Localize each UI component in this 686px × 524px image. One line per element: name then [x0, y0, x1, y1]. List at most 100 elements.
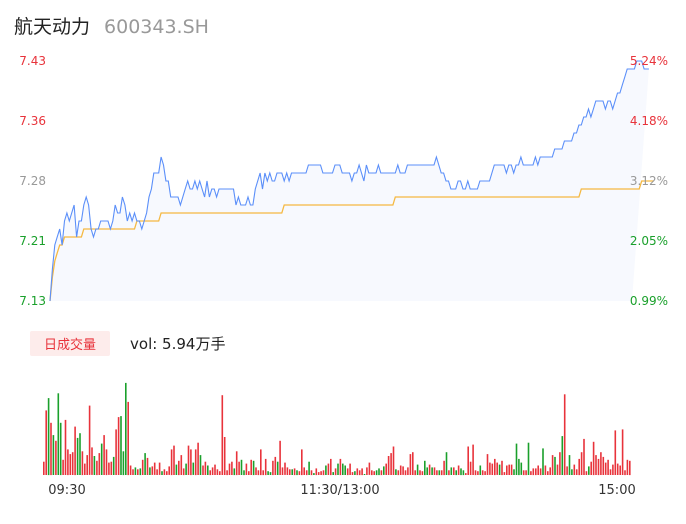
volume-bar	[161, 471, 163, 475]
y-left-tick-label: 7.28	[19, 174, 46, 188]
volume-bar	[392, 446, 395, 475]
volume-bar	[395, 469, 397, 475]
volume-bar	[525, 470, 527, 476]
volume-bar	[616, 463, 619, 475]
volume-bar	[245, 463, 248, 475]
volume-bar	[624, 470, 626, 476]
volume-bar	[291, 469, 293, 475]
volume-bar	[346, 468, 349, 476]
volume-bar	[612, 464, 614, 475]
volume-bar	[255, 467, 257, 475]
x-tick-label: 11:30/13:00	[300, 483, 379, 498]
volume-bar	[407, 467, 409, 475]
chart-header: 航天动力 600343.SH	[14, 12, 209, 40]
y-right-tick-label: 5.24%	[630, 54, 668, 68]
volume-bar	[481, 470, 484, 476]
volume-bar	[260, 449, 262, 476]
tab-daily-volume[interactable]: 日成交量	[30, 330, 111, 356]
volume-bar	[368, 462, 371, 475]
volume-bar	[619, 465, 621, 475]
volume-bar	[252, 460, 255, 476]
volume-summary: vol: 5.94万手	[130, 334, 226, 353]
volume-bar	[219, 471, 221, 475]
volume-bar	[539, 468, 542, 476]
volume-bar	[414, 470, 416, 476]
volume-bar	[207, 465, 209, 475]
volume-bar	[542, 448, 544, 475]
volume-bar	[320, 471, 322, 475]
volume-bar	[132, 469, 134, 475]
volume-bar	[604, 462, 607, 475]
y-right-tick-label: 3.12%	[630, 174, 668, 188]
volume-bar	[156, 469, 158, 475]
volume-bar	[233, 468, 236, 476]
volume-bar	[204, 461, 207, 475]
volume-bar	[629, 460, 631, 476]
volume-bar	[286, 467, 289, 475]
volume-bar	[568, 455, 571, 475]
volume-bar	[455, 470, 457, 476]
volume-bar	[313, 473, 315, 475]
volume-bar	[308, 461, 310, 475]
volume-bar	[88, 405, 91, 475]
volume-bar	[354, 471, 356, 475]
volume-bar	[84, 463, 86, 475]
volume-bar	[108, 462, 110, 475]
volume-bar	[530, 471, 532, 475]
volume-bar	[460, 468, 462, 476]
volume-bar	[607, 459, 609, 475]
volume-bar	[100, 443, 103, 475]
volume-bar	[556, 464, 559, 475]
volume-bar	[559, 452, 561, 475]
volume-bar	[43, 461, 45, 475]
volume-bar	[296, 470, 298, 476]
volume-bar	[513, 469, 515, 475]
volume-bar	[197, 442, 199, 475]
volume-bar	[412, 452, 414, 475]
volume-bar	[440, 470, 443, 476]
volume-bar	[168, 466, 170, 475]
volume-bar	[351, 472, 354, 475]
volume-bar	[238, 461, 240, 475]
volume-bar	[86, 455, 88, 475]
volume-bar	[380, 470, 383, 476]
volume-bar	[549, 467, 551, 475]
volume-bar	[226, 470, 228, 476]
volume-bar	[267, 471, 269, 475]
volume-bar	[450, 467, 453, 475]
volume-bar	[494, 458, 496, 476]
y-right-tick-label: 2.05%	[630, 234, 668, 248]
y-left-tick-label: 7.21	[19, 234, 46, 248]
volume-bar	[134, 467, 137, 475]
volume-bar	[578, 458, 580, 476]
volume-bar	[337, 463, 339, 475]
volume-bar	[366, 467, 368, 475]
volume-bar	[344, 465, 346, 475]
volume-bar	[185, 463, 187, 475]
volume-bar	[590, 461, 592, 475]
y-right-tick-label: 0.99%	[630, 294, 668, 308]
volume-bar	[192, 462, 195, 475]
volume-bar	[293, 468, 296, 476]
volume-bar	[170, 449, 173, 476]
volume-bar	[527, 442, 530, 475]
volume-bar	[515, 443, 518, 475]
volume-bar	[520, 462, 523, 475]
volume-bar	[110, 461, 113, 475]
volume-bar	[433, 467, 436, 475]
volume-bar	[57, 393, 60, 475]
volume-bar	[151, 466, 154, 475]
volume-bar	[199, 455, 202, 475]
volume-bar	[93, 456, 96, 475]
volume-bar	[334, 468, 337, 476]
volume-bar	[330, 458, 332, 476]
volume-bar	[479, 465, 482, 475]
volume-bar	[139, 468, 142, 476]
volume-bar	[373, 471, 375, 475]
volume-bar	[580, 452, 583, 475]
volume-bar	[428, 464, 431, 475]
volume-bar	[74, 426, 76, 476]
volume-bar	[426, 467, 428, 475]
volume-bar	[465, 473, 467, 475]
volume-bar	[508, 464, 510, 475]
